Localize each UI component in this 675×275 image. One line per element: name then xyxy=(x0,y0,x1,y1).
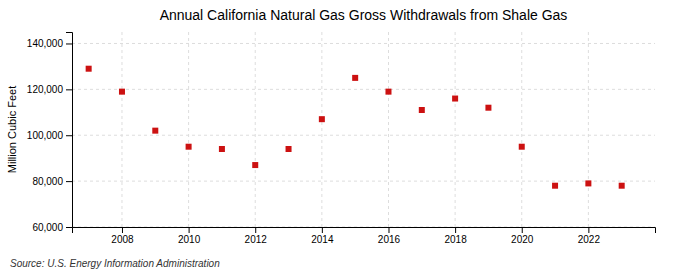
tick-mark xyxy=(122,227,123,233)
point xyxy=(552,183,558,189)
tick-mark xyxy=(322,227,323,233)
tick-mark xyxy=(522,227,523,233)
point xyxy=(619,183,625,189)
source: Source: U.S. Energy Information Administ… xyxy=(10,258,220,269)
tick: 2020 xyxy=(511,227,534,245)
point xyxy=(585,180,591,186)
grid-line xyxy=(588,32,589,227)
tick: 2022 xyxy=(578,227,601,245)
grid-line xyxy=(72,135,655,136)
tick-label: 2012 xyxy=(245,234,268,245)
tick-label: 80,000 xyxy=(32,176,63,187)
tick-label: 2016 xyxy=(378,234,401,245)
tick: 120,000 xyxy=(27,84,72,95)
grid-line xyxy=(72,89,655,90)
tick-label: 2022 xyxy=(578,234,601,245)
axis-line xyxy=(66,33,73,228)
tick: 2008 xyxy=(111,227,134,245)
point xyxy=(485,105,491,111)
point xyxy=(186,144,192,150)
point xyxy=(86,66,92,72)
tick: 80,000 xyxy=(32,176,72,187)
plot: 2008 2010 2012 2014 2016 2018 2020 2022 60,000 80… xyxy=(27,32,656,245)
grid-line xyxy=(72,43,655,44)
tick-mark xyxy=(66,89,72,90)
tick-label: 100,000 xyxy=(27,130,64,141)
tick-label: 140,000 xyxy=(27,38,64,49)
grid-line xyxy=(255,32,256,227)
y-axis-label: Million Cubic Feet xyxy=(6,86,18,173)
grid xyxy=(72,32,655,227)
grid-line xyxy=(388,32,389,227)
y-axis: 60,000 80,000 100,000 120,000 140,000 xyxy=(27,33,73,233)
point xyxy=(286,146,292,152)
tick-label: 2018 xyxy=(444,234,467,245)
tick-mark xyxy=(66,227,72,228)
tick: 60,000 xyxy=(32,222,72,233)
tick-mark xyxy=(455,227,456,233)
grid-line xyxy=(455,32,456,227)
point xyxy=(119,89,125,95)
point xyxy=(152,128,158,134)
point xyxy=(519,144,525,150)
axis-line xyxy=(73,228,656,234)
tick-label: 2008 xyxy=(111,234,134,245)
tick: 2016 xyxy=(378,227,401,245)
tick-label: 2020 xyxy=(511,234,534,245)
point xyxy=(252,162,258,168)
tick-mark xyxy=(66,181,72,182)
tick: 140,000 xyxy=(27,38,72,49)
tick-mark xyxy=(66,135,72,136)
tick-mark xyxy=(388,227,389,233)
point xyxy=(385,89,391,95)
point xyxy=(352,75,358,81)
tick-mark xyxy=(588,227,589,233)
tick-label: 2010 xyxy=(178,234,201,245)
tick-mark xyxy=(189,227,190,233)
grid-line xyxy=(121,32,122,227)
tick-label: 120,000 xyxy=(27,84,64,95)
grid-line xyxy=(321,32,322,227)
tick: 2014 xyxy=(311,227,334,245)
tick-mark xyxy=(66,43,72,44)
tick: 100,000 xyxy=(27,130,72,141)
tick: 2018 xyxy=(444,227,467,245)
chart: 2008 2010 2012 2014 2016 2018 2020 2022 60,000 80… xyxy=(0,0,675,275)
x-axis: 2008 2010 2012 2014 2016 2018 2020 2022 xyxy=(73,227,656,245)
tick-mark xyxy=(255,227,256,233)
point xyxy=(419,107,425,113)
grid-line xyxy=(72,181,655,182)
title: Annual California Natural Gas Gross With… xyxy=(160,7,568,23)
tick: 2012 xyxy=(245,227,268,245)
point xyxy=(219,146,225,152)
grid-line xyxy=(521,32,522,227)
grid-line xyxy=(188,32,189,227)
tick-label: 60,000 xyxy=(32,222,63,233)
point xyxy=(319,116,325,122)
tick: 2010 xyxy=(178,227,201,245)
tick-label: 2014 xyxy=(311,234,334,245)
points xyxy=(86,66,625,189)
point xyxy=(452,96,458,102)
